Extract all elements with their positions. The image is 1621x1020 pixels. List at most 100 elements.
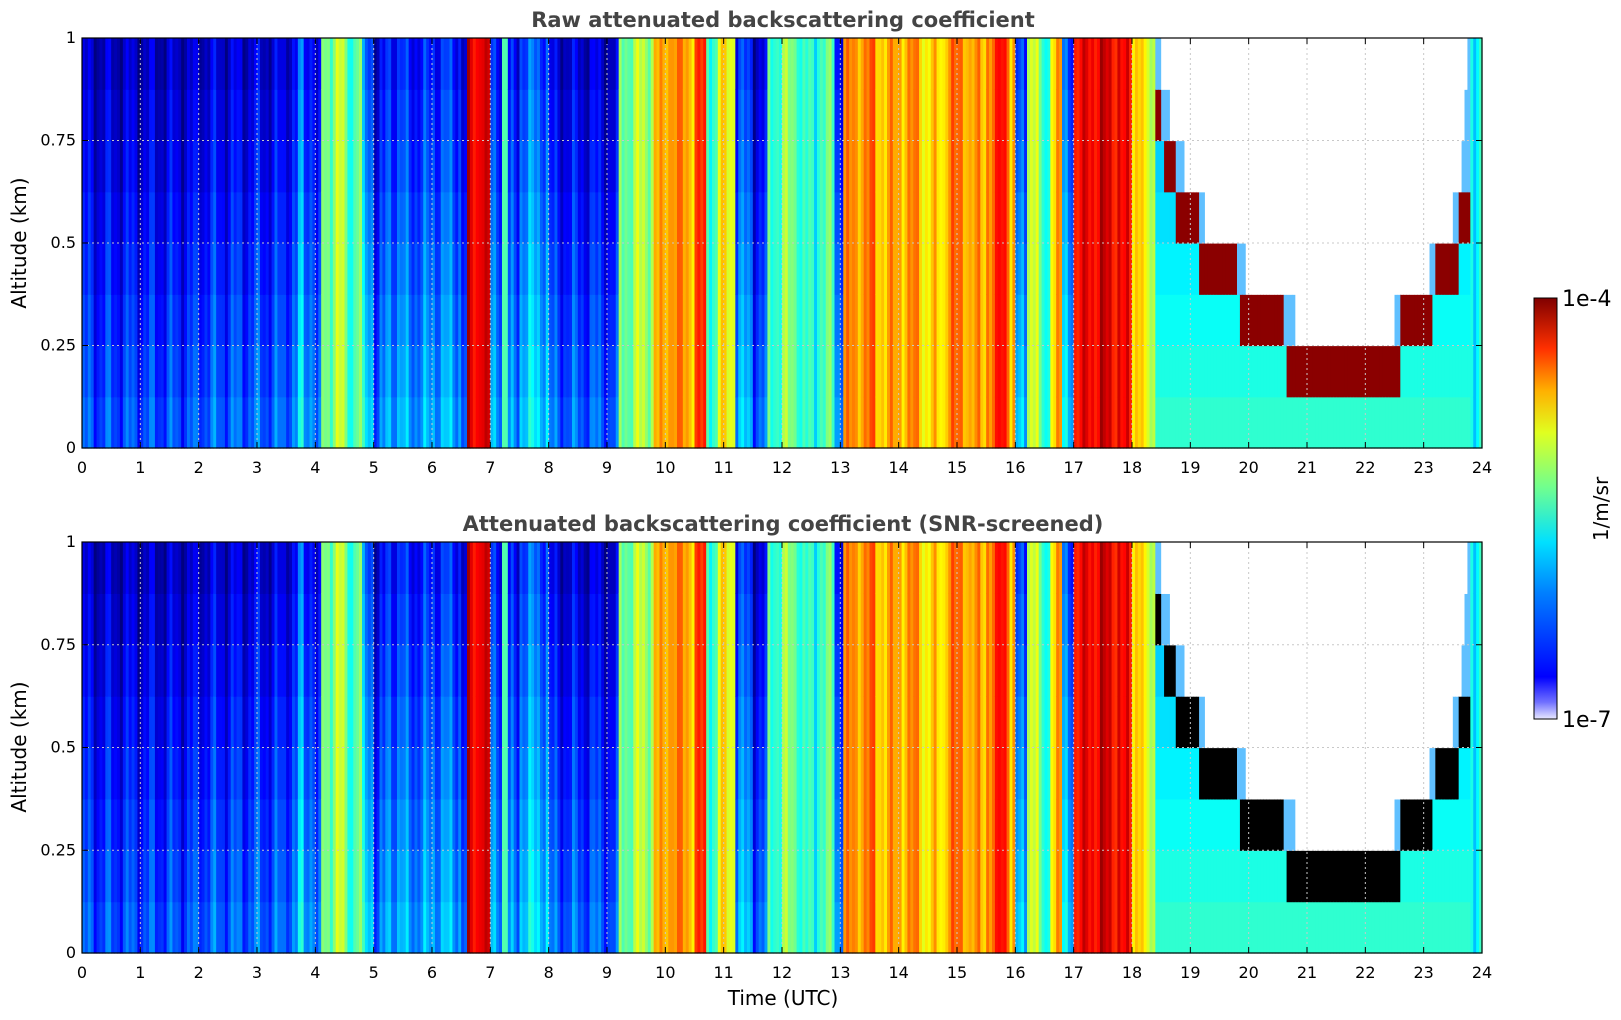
heatmap-cell bbox=[1277, 89, 1282, 142]
heatmap-cell bbox=[790, 345, 795, 398]
heatmap-cell bbox=[569, 396, 573, 449]
heatmap-cell bbox=[1140, 345, 1145, 398]
heatmap-cell bbox=[1175, 294, 1180, 347]
heatmap-cell bbox=[359, 696, 363, 749]
heatmap-cell bbox=[1307, 243, 1311, 295]
heatmap-cell bbox=[169, 798, 174, 851]
heatmap-cell bbox=[239, 191, 244, 244]
heatmap-cell bbox=[143, 89, 147, 142]
heatmap-cell bbox=[1108, 140, 1113, 193]
heatmap-cell bbox=[776, 396, 780, 449]
heatmap-cell bbox=[837, 396, 841, 449]
heatmap-cell bbox=[222, 542, 226, 594]
heatmap-cell bbox=[1318, 191, 1323, 244]
heatmap-cell bbox=[685, 191, 690, 244]
heatmap-cell bbox=[274, 747, 279, 800]
heatmap-cell bbox=[1231, 345, 1235, 398]
heatmap-cell bbox=[201, 901, 206, 954]
heatmap-cell bbox=[507, 243, 512, 295]
heatmap-cell bbox=[889, 243, 894, 295]
heatmap-cell bbox=[504, 345, 509, 398]
heatmap-cell bbox=[1289, 38, 1294, 90]
heatmap-cell bbox=[1035, 294, 1040, 347]
heatmap-cell bbox=[627, 191, 631, 244]
heatmap-cell bbox=[449, 747, 454, 800]
heatmap-cell bbox=[1009, 191, 1014, 244]
heatmap-cell bbox=[1379, 396, 1384, 449]
heatmap-cell bbox=[968, 89, 973, 142]
heatmap-cell bbox=[1111, 345, 1116, 398]
heatmap-cell bbox=[1111, 140, 1116, 193]
heatmap-cell bbox=[1213, 294, 1218, 347]
heatmap-cell bbox=[1239, 38, 1244, 90]
heatmap-cell bbox=[1374, 140, 1378, 193]
heatmap-cell bbox=[1371, 294, 1375, 347]
heatmap-cell bbox=[1289, 294, 1294, 347]
heatmap-cell bbox=[134, 191, 139, 244]
heatmap-cell bbox=[1076, 140, 1081, 193]
heatmap-cell bbox=[230, 243, 235, 295]
heatmap-cell bbox=[469, 243, 474, 295]
heatmap-cell bbox=[289, 542, 293, 594]
heatmap-cell bbox=[420, 696, 424, 749]
heatmap-cell bbox=[1137, 345, 1142, 398]
heatmap-cell bbox=[709, 294, 713, 347]
heatmap-cell bbox=[566, 396, 570, 449]
heatmap-cell bbox=[994, 345, 999, 398]
heatmap-cell bbox=[767, 396, 771, 449]
heatmap-cell bbox=[417, 696, 421, 749]
heatmap-cell bbox=[1260, 396, 1264, 449]
heatmap-cell bbox=[1309, 38, 1314, 90]
heatmap-cell bbox=[1365, 89, 1369, 142]
heatmap-cell bbox=[627, 38, 631, 90]
heatmap-cell bbox=[1397, 89, 1401, 142]
heatmap-cell bbox=[887, 345, 891, 398]
heatmap-cell bbox=[1347, 345, 1352, 398]
heatmap-cell bbox=[1438, 140, 1442, 193]
heatmap-cell bbox=[1038, 396, 1043, 449]
heatmap-cell bbox=[329, 901, 334, 954]
heatmap-cell bbox=[790, 140, 795, 193]
heatmap-cell bbox=[1082, 396, 1086, 449]
heatmap-cell bbox=[583, 396, 588, 449]
heatmap-cell bbox=[423, 38, 427, 90]
heatmap-cell bbox=[624, 140, 629, 193]
heatmap-cell bbox=[399, 140, 404, 193]
heatmap-cell bbox=[919, 140, 923, 193]
heatmap-cell bbox=[181, 345, 185, 398]
heatmap-cell bbox=[102, 294, 106, 347]
heatmap-cell bbox=[93, 345, 98, 398]
heatmap-cell bbox=[884, 140, 888, 193]
heatmap-cell bbox=[1067, 191, 1072, 244]
heatmap-cell bbox=[189, 644, 194, 697]
heatmap-cell bbox=[1266, 140, 1270, 193]
heatmap-cell bbox=[149, 644, 153, 697]
heatmap-cell bbox=[1245, 243, 1250, 295]
heatmap-cell bbox=[300, 747, 305, 800]
heatmap-cell bbox=[96, 191, 101, 244]
heatmap-cell bbox=[93, 294, 98, 347]
heatmap-cell bbox=[446, 294, 451, 347]
heatmap-cell bbox=[96, 798, 101, 851]
heatmap-cell bbox=[1204, 191, 1209, 244]
heatmap-cell bbox=[758, 38, 763, 90]
heatmap-cell bbox=[397, 696, 401, 749]
heatmap-cell bbox=[1085, 38, 1089, 90]
heatmap-cell bbox=[1050, 191, 1054, 244]
heatmap-cell bbox=[446, 140, 451, 193]
heatmap-cell bbox=[665, 191, 669, 244]
heatmap-cell bbox=[455, 345, 459, 398]
heatmap-cell bbox=[682, 345, 687, 398]
heatmap-cell bbox=[1447, 38, 1451, 90]
heatmap-cell bbox=[1350, 294, 1355, 347]
heatmap-cell bbox=[309, 191, 314, 244]
heatmap-cell bbox=[1394, 294, 1399, 347]
heatmap-cell bbox=[910, 396, 914, 449]
heatmap-cell bbox=[805, 140, 809, 193]
heatmap-cell bbox=[420, 294, 424, 347]
heatmap-cell bbox=[306, 243, 311, 295]
heatmap-cell bbox=[376, 345, 381, 398]
heatmap-cell bbox=[604, 345, 608, 398]
heatmap-cell bbox=[440, 396, 445, 449]
heatmap-cell bbox=[84, 243, 89, 295]
